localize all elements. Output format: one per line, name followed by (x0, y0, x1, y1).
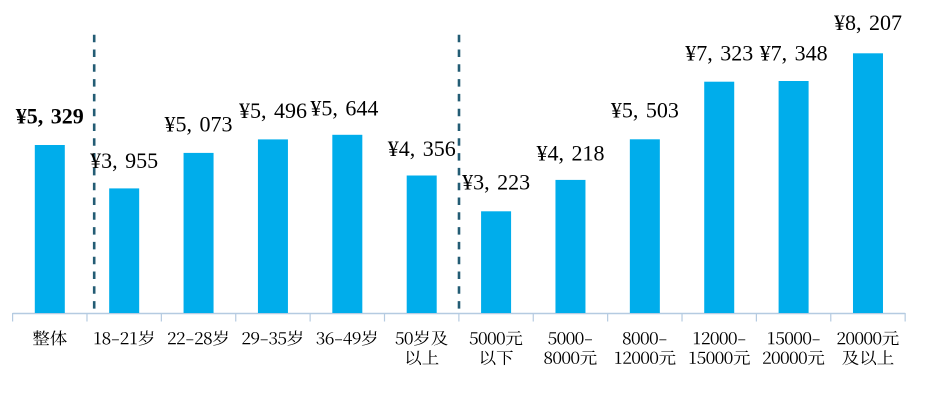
svg-text:¥4, 218: ¥4, 218 (536, 140, 604, 165)
svg-text:¥7, 348: ¥7, 348 (760, 41, 828, 66)
svg-text:¥5, 503: ¥5, 503 (611, 98, 679, 123)
svg-text:¥5, 073: ¥5, 073 (165, 112, 233, 137)
svg-text:¥3, 223: ¥3, 223 (462, 170, 530, 195)
svg-text:¥5, 496: ¥5, 496 (239, 98, 307, 123)
svg-text:¥4, 356: ¥4, 356 (388, 136, 456, 161)
svg-text:¥3, 955: ¥3, 955 (90, 148, 158, 173)
svg-text:¥5, 329: ¥5, 329 (16, 104, 84, 129)
svg-text:¥5, 644: ¥5, 644 (310, 96, 378, 121)
svg-text:¥8, 207: ¥8, 207 (834, 10, 902, 35)
svg-text:¥7, 323: ¥7, 323 (685, 41, 753, 66)
